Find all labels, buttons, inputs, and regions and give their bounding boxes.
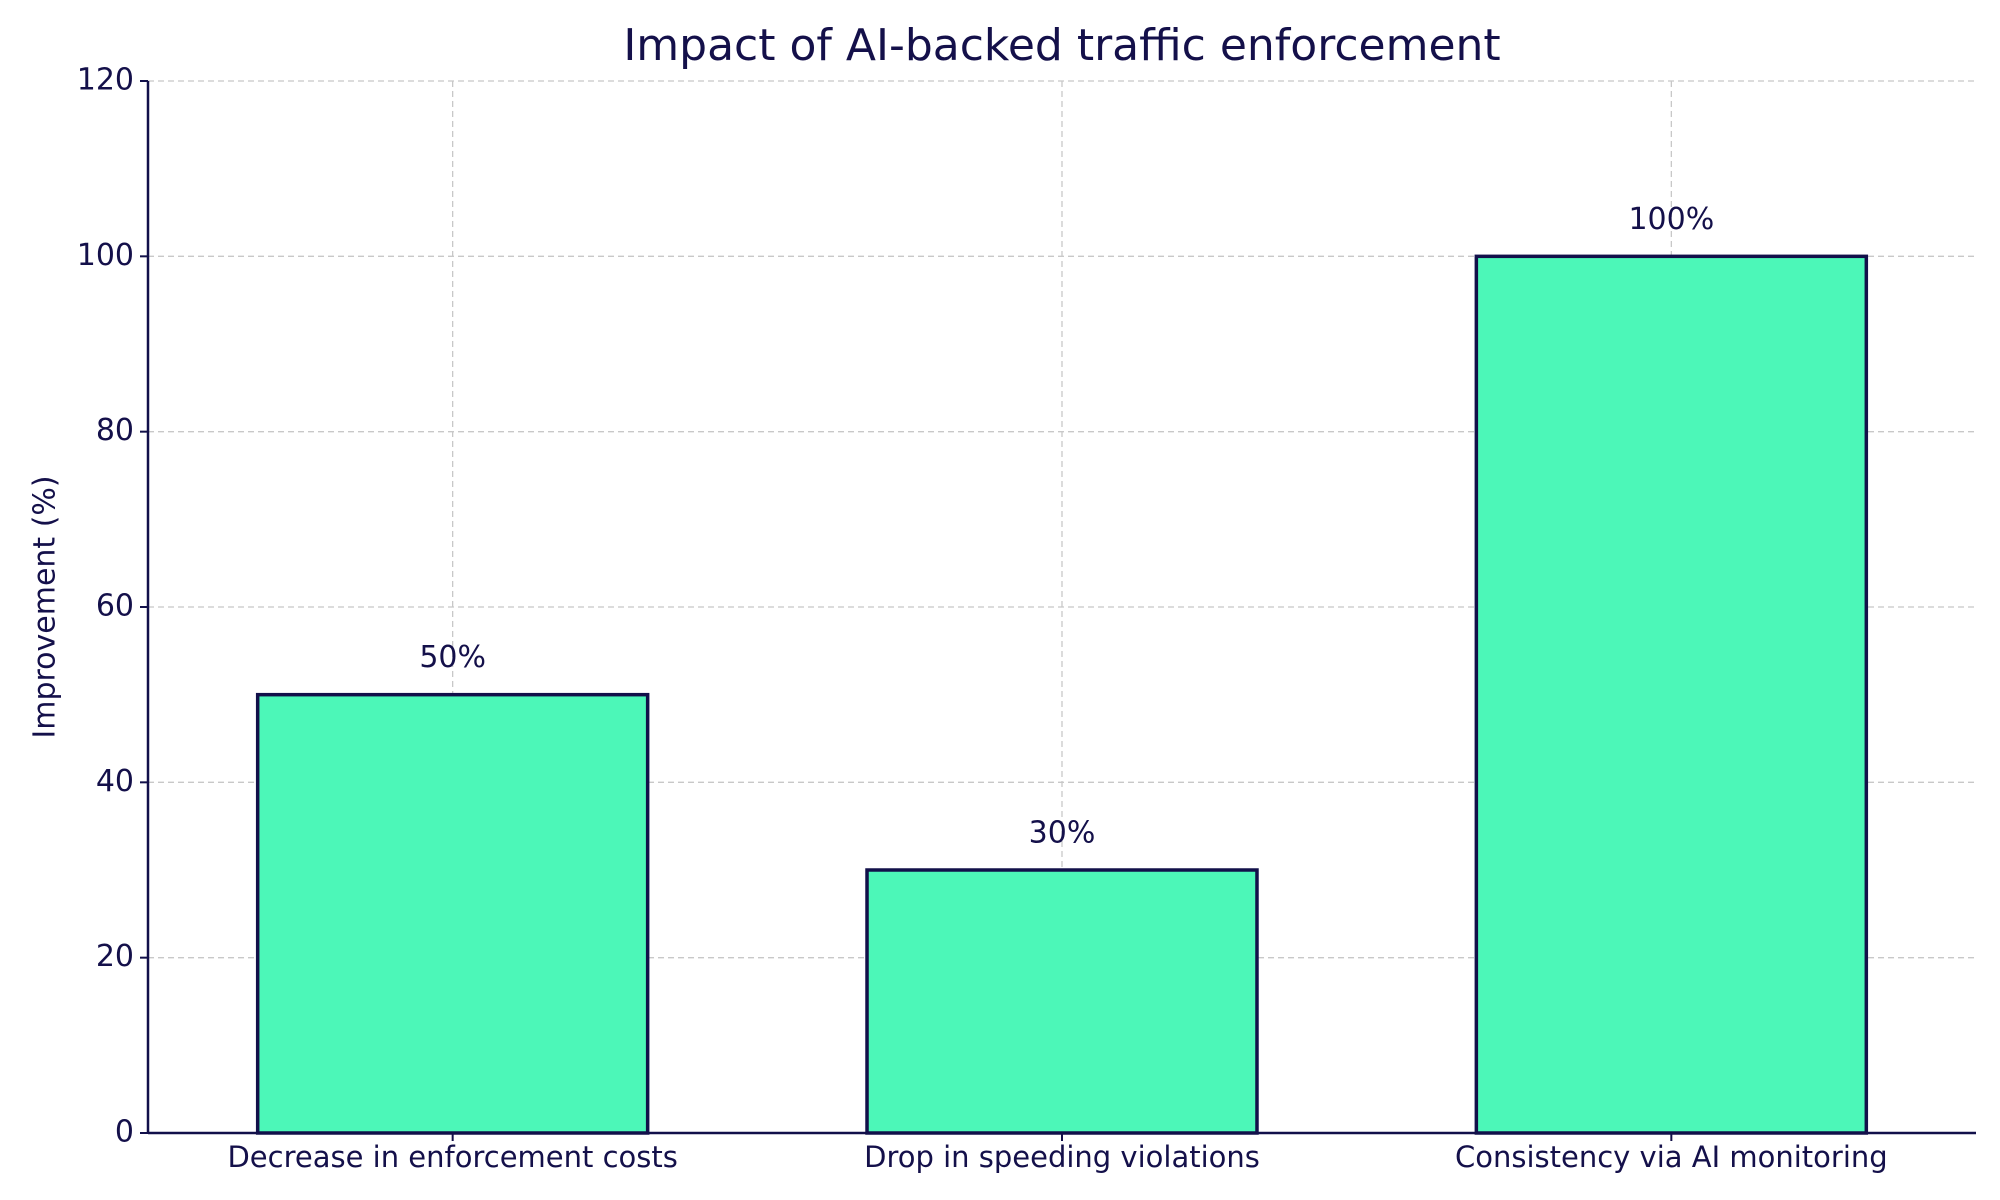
x-tick-label: Drop in speeding violations [864,1140,1260,1174]
value-label: 30% [1029,816,1096,851]
y-tick-label: 80 [96,413,134,448]
x-tick-label: Consistency via AI monitoring [1455,1140,1888,1174]
y-tick-label: 120 [77,63,134,98]
y-tick-label: 60 [96,589,134,624]
y-tick-label: 20 [96,939,134,974]
bar [1474,254,1869,1135]
chart-title: Impact of AI-backed traffic enforcement [623,20,1500,71]
bar [865,868,1259,1135]
y-tick-label: 40 [96,764,134,799]
x-tick-label: Decrease in enforcement costs [227,1140,677,1174]
value-label: 50% [419,640,486,675]
value-label: 100% [1628,202,1714,237]
y-tick-label: 0 [115,1115,134,1150]
bar [255,692,650,1135]
y-axis-label: Improvement (%) [28,475,63,738]
y-tick-label: 100 [77,238,134,273]
